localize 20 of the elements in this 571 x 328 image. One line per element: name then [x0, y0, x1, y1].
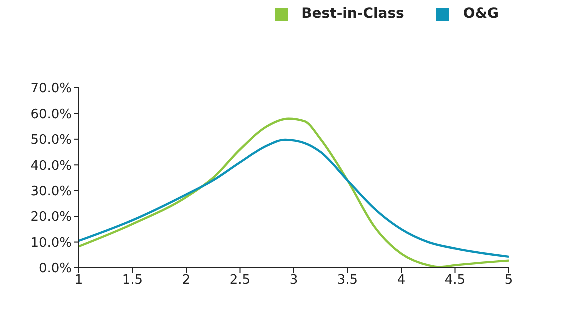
- y-tick-label: 20.0%: [30, 210, 72, 226]
- line-series: [79, 138, 509, 258]
- legend-label: Best-in-Class: [302, 6, 404, 22]
- y-tick-label: 50.0%: [30, 133, 72, 148]
- legend-label: O&G: [463, 6, 499, 22]
- y-tick-label: 0.0%: [38, 262, 72, 277]
- x-tick-label: 3.5: [337, 273, 358, 288]
- x-tick-label: 1: [74, 273, 84, 288]
- y-tick-label: 40.0%: [30, 158, 72, 174]
- y-tick-label: 30.0%: [30, 184, 72, 200]
- x-tick-label: 2.5: [230, 273, 251, 288]
- x-tick-label: 4.5: [444, 273, 466, 288]
- y-tick-label: 10.0%: [30, 236, 72, 251]
- x-tick-label: 1.5: [122, 273, 144, 288]
- x-tick-label: 5: [504, 273, 514, 288]
- x-tick-label: 3: [290, 273, 298, 288]
- x-tick-label: 4: [397, 273, 406, 288]
- y-tick-label: 60.0%: [30, 107, 72, 122]
- x-tick-label: 2: [182, 273, 191, 288]
- y-tick-label: 70.0%: [30, 82, 72, 97]
